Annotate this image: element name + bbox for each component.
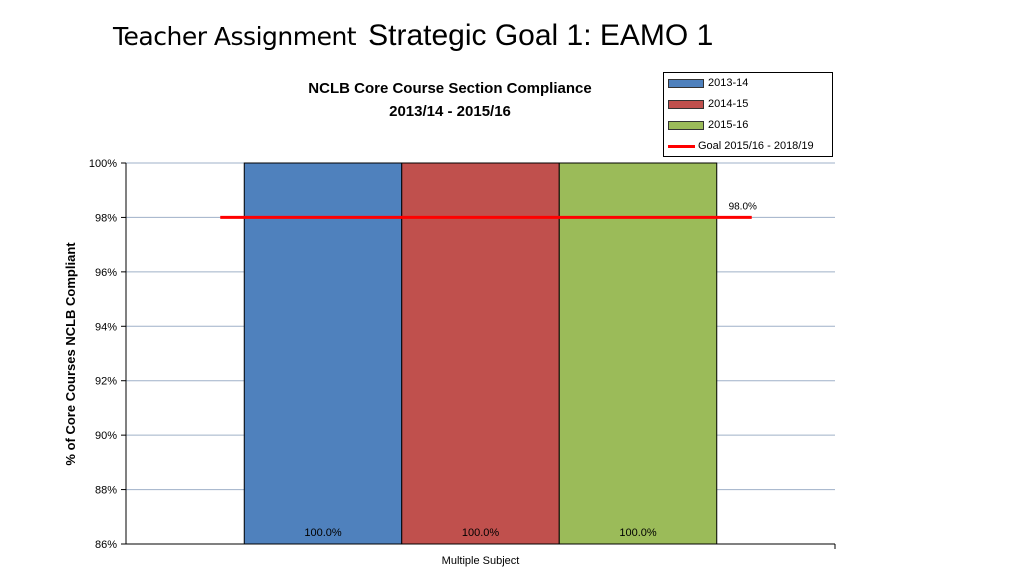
bar-2015-16 (558, 162, 718, 545)
y-tick-label: 100% (89, 158, 117, 170)
chart-subtitle: 2013/14 - 2015/16 (389, 103, 511, 120)
y-tick-label: 98% (95, 212, 117, 224)
legend-item-goal: Goal 2015/16 - 2018/19 (668, 138, 814, 154)
y-tick-label: 94% (95, 321, 117, 333)
legend-item-2015-16: 2015-16 (668, 117, 748, 133)
legend-label-2015-16: 2015-16 (708, 119, 749, 131)
legend-label-2013-14: 2013-14 (708, 77, 749, 89)
legend-label-2014-15: 2014-15 (708, 98, 749, 110)
legend-item-2013-14: 2013-14 (668, 75, 748, 91)
goal-line-group: 98.0% (220, 201, 757, 219)
legend-swatch-2013-14 (668, 78, 704, 88)
bar-label-2013-14: 100.0% (304, 527, 342, 539)
y-tick-label: 90% (95, 430, 117, 442)
goal-value-label: 98.0% (729, 201, 757, 212)
y-tick-label: 88% (95, 485, 117, 497)
bar-2013-14 (243, 162, 403, 545)
legend-swatch-goal (668, 144, 695, 148)
axes: 86% 88% 90% 92% 94% 96% 98% 100% Multiple Subjec… (89, 158, 836, 567)
chart-legend: 2013-14 2014-15 2015-16 Goal 2015/16 - 2… (663, 72, 833, 157)
y-axis-label: % of Core Courses NCLB Compliant (63, 242, 78, 466)
bar-label-2015-16: 100.0% (619, 527, 657, 539)
slide-title: Teacher Assignment Strategic Goal 1: EAMO… (113, 16, 713, 57)
y-tick-label: 92% (95, 376, 117, 388)
legend-swatch-2014-15 (668, 99, 704, 109)
bar-label-2014-15: 100.0% (462, 527, 500, 539)
y-tick-label: 86% (95, 539, 117, 551)
legend-swatch-2015-16 (668, 120, 704, 130)
chart-title: NCLB Core Course Section Compliance (308, 80, 591, 97)
y-tick-label: 96% (95, 267, 117, 279)
legend-item-2014-15: 2014-15 (668, 96, 748, 112)
legend-label-goal: Goal 2015/16 - 2018/19 (698, 140, 814, 152)
slide-title-sub: Strategic Goal 1: EAMO 1 (368, 19, 714, 52)
slide-title-main: Teacher Assignment (113, 22, 357, 51)
x-category-label: Multiple Subject (442, 555, 520, 567)
bars: 100.0% 100.0% 100.0% (243, 162, 718, 545)
bar-2014-15 (401, 162, 560, 545)
